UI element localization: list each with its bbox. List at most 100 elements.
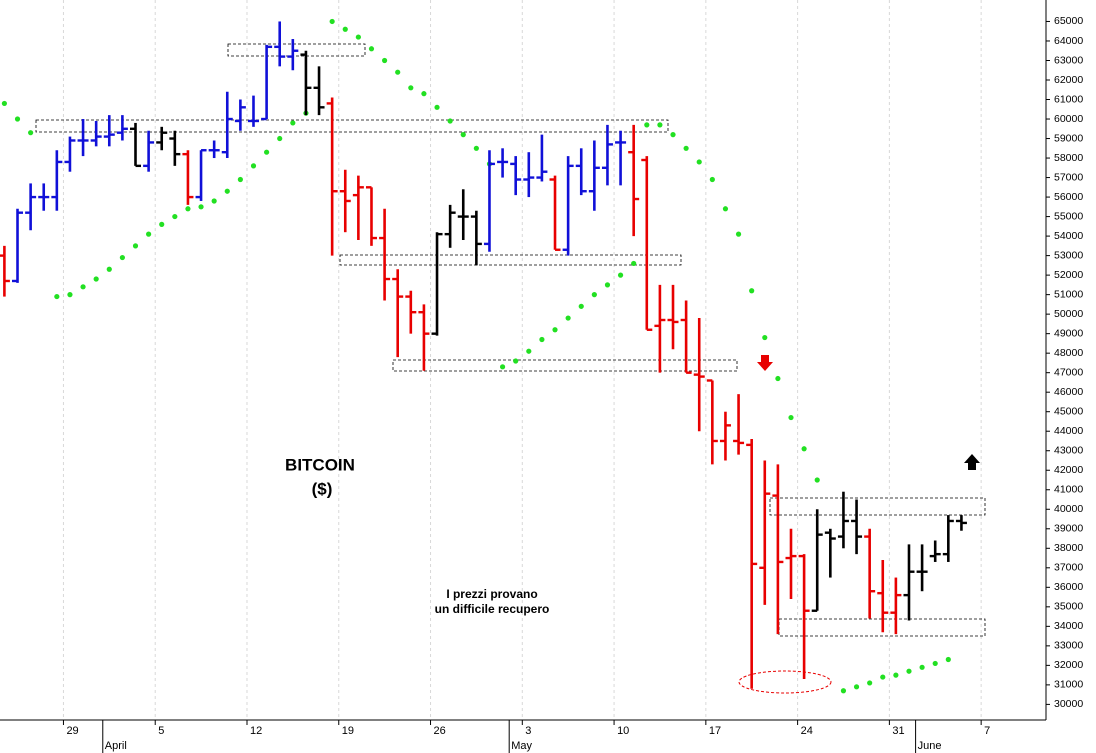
sar-dot (867, 680, 873, 686)
sar-dot (237, 176, 243, 183)
sar-dot (342, 26, 348, 32)
x-tick-label: 5 (158, 725, 164, 737)
sar-dot (945, 656, 951, 663)
y-tick-label: 34000 (1054, 620, 1083, 632)
sar-dot (840, 688, 847, 694)
sar-dot (631, 260, 637, 267)
sar-dot (368, 46, 375, 52)
sar-dot (28, 130, 34, 136)
annotation: I prezzi provano (446, 587, 537, 601)
sar-dot (93, 276, 99, 282)
y-tick-label: 54000 (1054, 230, 1083, 242)
sar-dot (604, 282, 611, 288)
y-tick-label: 59000 (1054, 132, 1083, 144)
x-tick-label: 12 (250, 725, 262, 737)
sar-dot (775, 375, 781, 382)
y-tick-label: 42000 (1054, 464, 1083, 476)
sar-dot (552, 327, 558, 333)
down-arrow (757, 355, 773, 371)
sar-dot (749, 288, 755, 294)
y-tick-label: 46000 (1054, 386, 1083, 398)
sar-dot (853, 684, 860, 690)
sar-dot (919, 664, 925, 670)
up-arrow (964, 454, 980, 470)
y-tick-label: 44000 (1054, 425, 1083, 437)
y-tick-label: 65000 (1054, 15, 1083, 27)
sar-dot (735, 231, 742, 237)
x-tick-label: 24 (801, 725, 813, 737)
y-tick-label: 50000 (1054, 308, 1083, 320)
zone (769, 497, 986, 516)
sar-dot (657, 122, 663, 128)
sar-dot (408, 85, 414, 91)
sar-dot (880, 674, 886, 680)
sar-dot (119, 254, 125, 261)
sar-dot (893, 672, 899, 678)
month-label: April (105, 740, 127, 752)
y-tick-label: 53000 (1054, 249, 1083, 261)
x-tick-label: 17 (709, 725, 721, 737)
chart-subtitle: ($) (312, 479, 333, 498)
x-tick-label: 19 (342, 725, 354, 737)
zone (392, 359, 738, 372)
y-tick-label: 39000 (1054, 523, 1083, 535)
sar-dot (762, 334, 768, 341)
x-tick-label: 3 (525, 725, 531, 737)
month-label: June (918, 740, 942, 752)
highlight-ellipse (738, 670, 832, 694)
y-tick-label: 57000 (1054, 171, 1083, 183)
sar-dot (224, 188, 230, 194)
sar-dot (539, 336, 545, 343)
sar-dot (578, 303, 584, 309)
sar-dot (132, 243, 139, 249)
sar-dot (355, 34, 361, 40)
sar-dot (683, 145, 689, 151)
sar-dot (473, 145, 479, 151)
sar-dot (395, 69, 401, 75)
annotation: un difficile recupero (435, 602, 550, 616)
chart-title: BITCOIN (285, 455, 355, 474)
sar-dot (211, 198, 217, 204)
y-tick-label: 35000 (1054, 601, 1083, 613)
y-tick-label: 56000 (1054, 191, 1083, 203)
y-tick-label: 52000 (1054, 269, 1083, 281)
y-tick-label: 31000 (1054, 679, 1083, 691)
zone (339, 254, 682, 266)
sar-dot (814, 477, 820, 483)
y-tick-label: 41000 (1054, 484, 1083, 496)
x-tick-label: 7 (984, 725, 990, 737)
sar-dot (526, 348, 532, 354)
x-tick-label: 10 (617, 725, 629, 737)
sar-dot (290, 120, 296, 126)
sar-dot (185, 206, 191, 212)
sar-dot (696, 159, 702, 165)
sar-dot (421, 91, 427, 97)
sar-dot (932, 660, 938, 667)
sar-dot (67, 292, 73, 298)
sar-dot (146, 231, 152, 237)
marks-layer (0, 18, 967, 694)
sar-dot (1, 100, 7, 107)
y-tick-label: 45000 (1054, 405, 1083, 417)
sar-dot (591, 292, 597, 298)
x-tick-label: 29 (66, 725, 78, 737)
sar-dot (670, 132, 676, 138)
sar-dot (14, 116, 21, 122)
sar-dot (250, 163, 257, 169)
y-tick-label: 49000 (1054, 327, 1083, 339)
y-tick-label: 51000 (1054, 288, 1083, 300)
y-tick-label: 47000 (1054, 366, 1083, 378)
y-tick-label: 55000 (1054, 210, 1083, 222)
sar-dot (264, 149, 270, 155)
x-tick-label: 31 (892, 725, 904, 737)
y-tick-label: 37000 (1054, 562, 1083, 574)
sar-dot (801, 446, 807, 452)
sar-dot (460, 132, 466, 138)
sar-dot (54, 293, 60, 300)
sar-dot (513, 358, 519, 364)
sar-dot (709, 176, 715, 183)
sar-dot (644, 122, 650, 128)
sar-dot (565, 315, 571, 321)
sar-dot (788, 414, 794, 421)
sar-dot (106, 266, 112, 272)
